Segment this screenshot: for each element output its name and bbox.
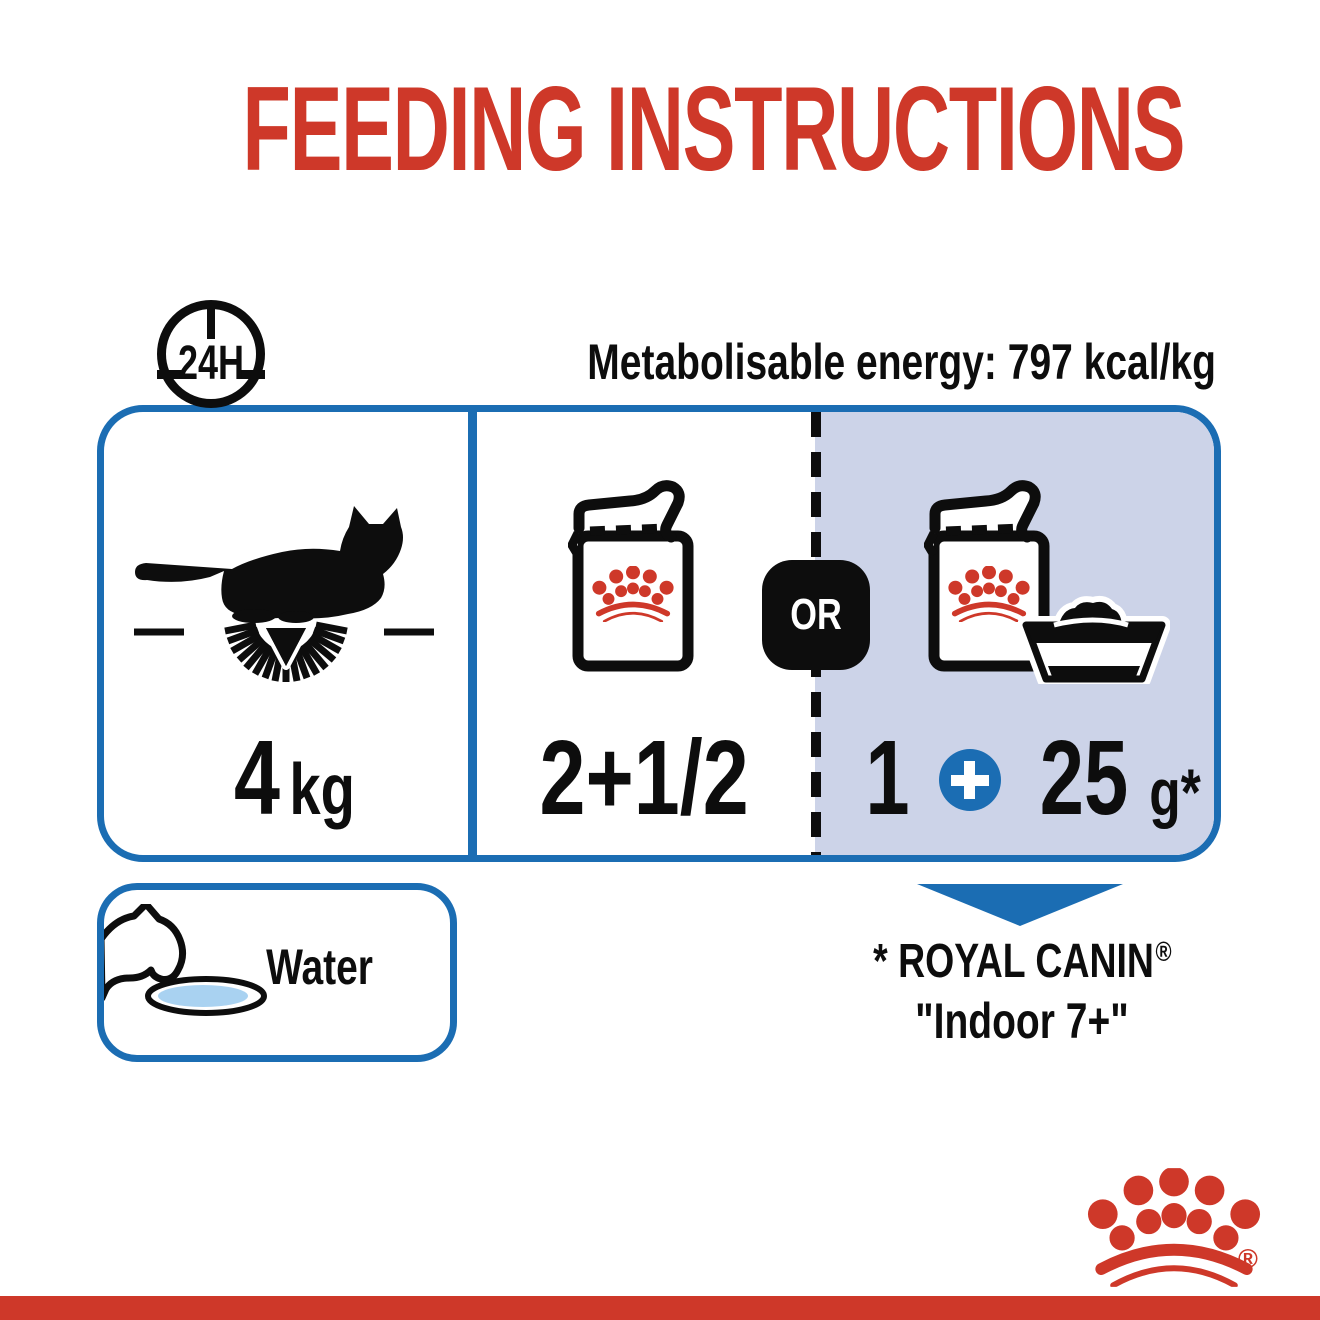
wet-food-pouch-icon [568,478,698,674]
dry-food-bowl-icon [1018,594,1170,684]
weight-number: 4 [233,719,280,837]
footnote-product: "Indoor 7+" [915,993,1129,1049]
clock-24h-icon: 24H [157,300,265,408]
clock-tick-top [207,306,215,339]
cat-on-scale-icon [134,502,434,697]
royal-canin-crown-logo [1085,1168,1263,1287]
mixed-wet-count: 1 [864,719,910,837]
water-box: Water [97,883,457,1062]
or-label: OR [790,590,842,639]
registered-mark: ® [1155,936,1172,967]
water-label: Water [266,939,374,995]
energy-label: Metabolisable energy: 797 kcal/kg [587,334,1216,390]
logo-registered-mark: ® [1238,1244,1258,1274]
clock-label: 24H [177,337,245,390]
column-divider [468,412,477,855]
or-badge: OR [762,560,870,670]
wet-pouches-value: 2+1/2 [539,719,749,837]
mixed-feeding-value: 1 25 g* [852,725,1214,831]
footnote-brand: * ROYAL CANIN® [872,935,1172,988]
footer-bar [0,1296,1320,1320]
plus-icon [938,749,1001,811]
page-title: FEEDING INSTRUCTIONS [242,62,1186,196]
weight-unit: kg [288,750,355,830]
weight-value: 4 kg [104,725,484,831]
clock-tick-left [157,370,185,379]
clock-tick-right [237,370,265,379]
down-arrow-icon [917,884,1123,926]
mixed-dry-unit: g* [1149,755,1202,829]
mixed-dry-amount: 25 [1039,719,1128,837]
feeding-table: OR 4 kg 2+1/2 1 25 g* [97,405,1221,862]
